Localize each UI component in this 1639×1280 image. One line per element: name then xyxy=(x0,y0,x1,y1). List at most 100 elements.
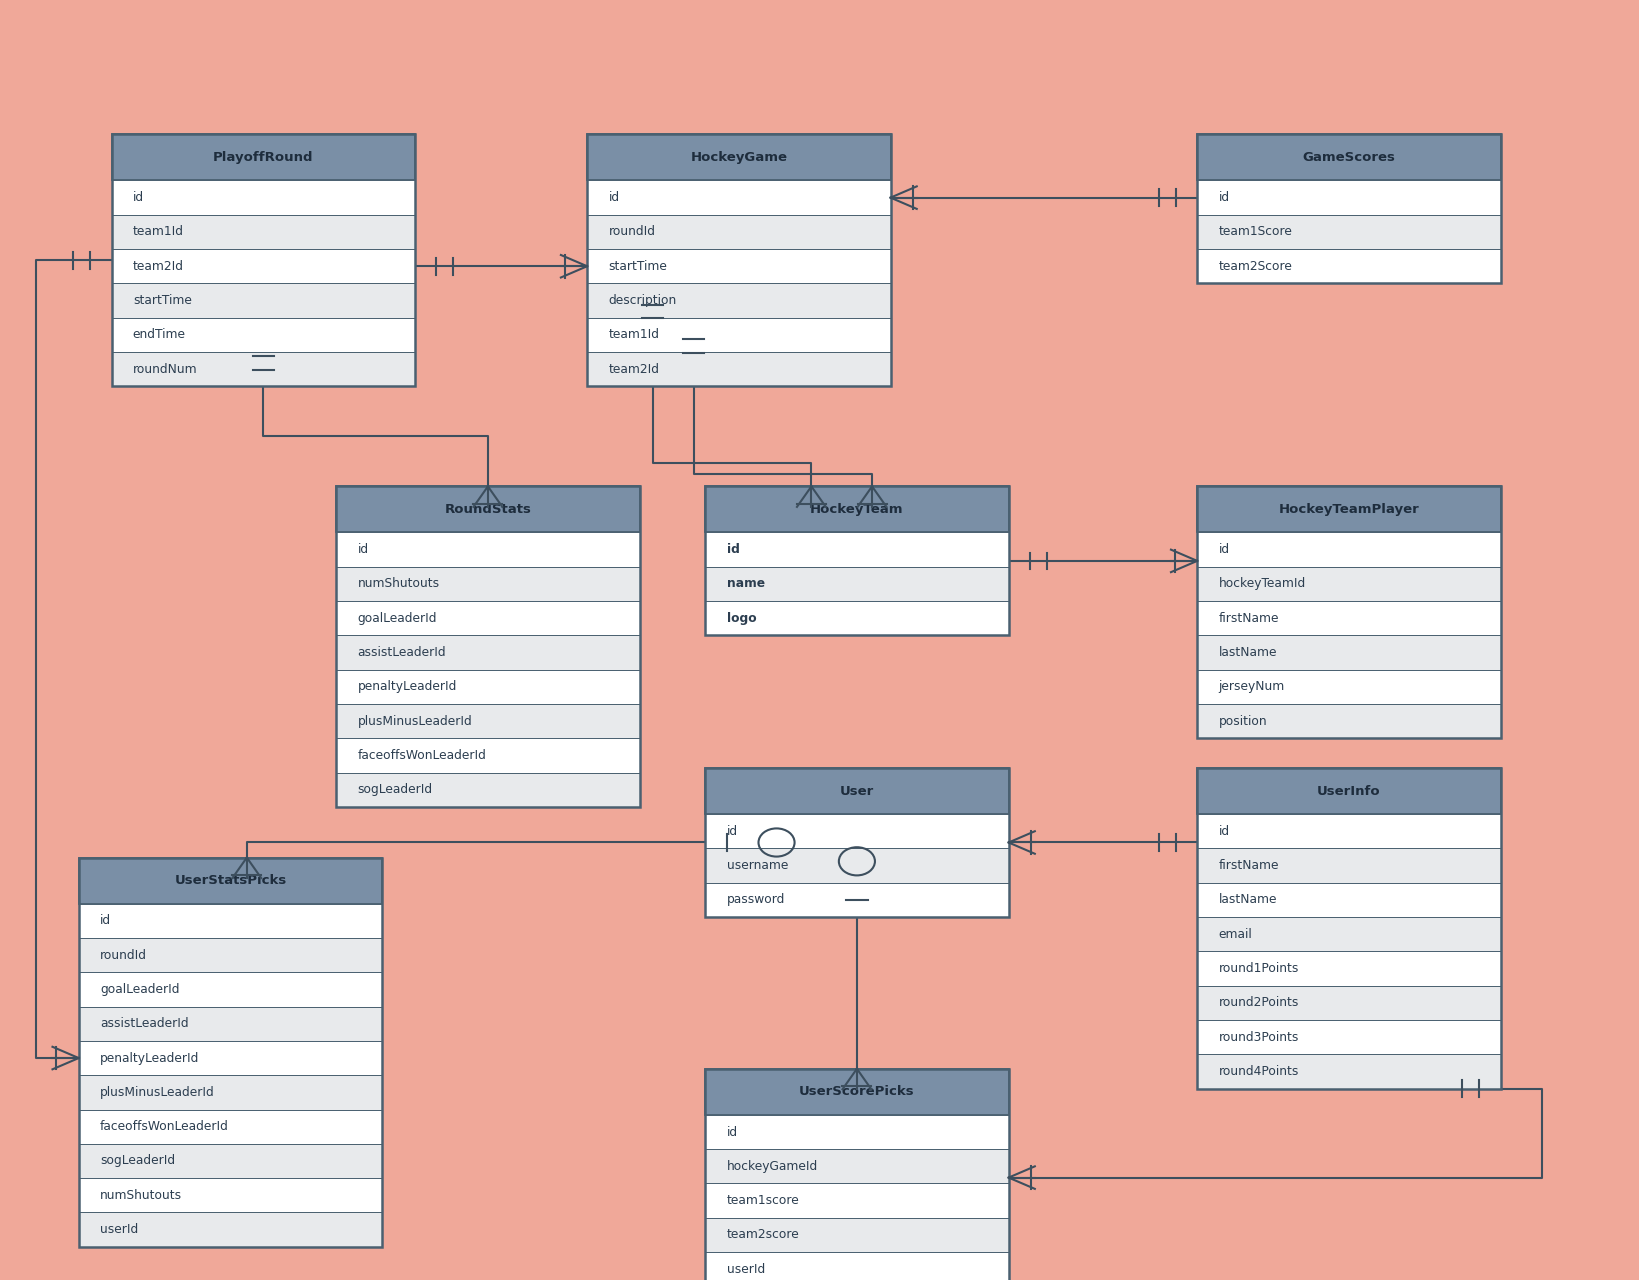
FancyBboxPatch shape xyxy=(1196,134,1500,180)
Text: id: id xyxy=(726,543,739,556)
FancyBboxPatch shape xyxy=(1196,916,1500,951)
Text: round4Points: round4Points xyxy=(1218,1065,1298,1078)
FancyBboxPatch shape xyxy=(336,602,639,635)
Text: team2Score: team2Score xyxy=(1218,260,1292,273)
FancyBboxPatch shape xyxy=(79,938,382,973)
Text: PlayoffRound: PlayoffRound xyxy=(213,151,313,164)
Text: round3Points: round3Points xyxy=(1218,1030,1298,1043)
FancyBboxPatch shape xyxy=(79,1041,382,1075)
FancyBboxPatch shape xyxy=(705,1184,1008,1217)
FancyBboxPatch shape xyxy=(1196,180,1500,215)
Text: team1Id: team1Id xyxy=(608,329,659,342)
Text: password: password xyxy=(726,893,785,906)
Text: faceoffsWonLeaderId: faceoffsWonLeaderId xyxy=(357,749,487,762)
FancyBboxPatch shape xyxy=(1196,1020,1500,1055)
FancyBboxPatch shape xyxy=(587,180,890,215)
FancyBboxPatch shape xyxy=(79,1075,382,1110)
Text: logo: logo xyxy=(726,612,756,625)
FancyBboxPatch shape xyxy=(336,669,639,704)
Text: jerseyNum: jerseyNum xyxy=(1218,681,1283,694)
Text: id: id xyxy=(608,191,620,204)
FancyBboxPatch shape xyxy=(587,215,890,250)
Text: firstName: firstName xyxy=(1218,859,1278,872)
Text: email: email xyxy=(1218,928,1252,941)
Text: HockeyTeam: HockeyTeam xyxy=(810,503,903,516)
FancyBboxPatch shape xyxy=(587,352,890,387)
Text: roundId: roundId xyxy=(608,225,656,238)
Text: plusMinusLeaderId: plusMinusLeaderId xyxy=(100,1085,215,1098)
Text: id: id xyxy=(726,1125,738,1138)
Text: HockeyGame: HockeyGame xyxy=(690,151,787,164)
FancyBboxPatch shape xyxy=(79,1144,382,1178)
Text: team2score: team2score xyxy=(726,1229,798,1242)
FancyBboxPatch shape xyxy=(79,858,382,904)
Text: penaltyLeaderId: penaltyLeaderId xyxy=(357,681,457,694)
Text: userId: userId xyxy=(726,1263,764,1276)
Text: lastName: lastName xyxy=(1218,893,1277,906)
FancyBboxPatch shape xyxy=(336,773,639,806)
FancyBboxPatch shape xyxy=(1196,814,1500,849)
Text: HockeyTeamPlayer: HockeyTeamPlayer xyxy=(1278,503,1418,516)
Text: hockeyGameId: hockeyGameId xyxy=(726,1160,818,1172)
Text: UserInfo: UserInfo xyxy=(1316,785,1380,797)
FancyBboxPatch shape xyxy=(79,1178,382,1212)
FancyBboxPatch shape xyxy=(1196,602,1500,635)
Text: User: User xyxy=(839,785,874,797)
FancyBboxPatch shape xyxy=(705,1149,1008,1184)
Text: firstName: firstName xyxy=(1218,612,1278,625)
Text: goalLeaderId: goalLeaderId xyxy=(357,612,436,625)
Text: startTime: startTime xyxy=(608,260,667,273)
FancyBboxPatch shape xyxy=(111,215,415,250)
FancyBboxPatch shape xyxy=(79,1212,382,1247)
Text: position: position xyxy=(1218,714,1267,727)
FancyBboxPatch shape xyxy=(1196,669,1500,704)
FancyBboxPatch shape xyxy=(336,532,639,567)
FancyBboxPatch shape xyxy=(1196,704,1500,739)
Text: sogLeaderId: sogLeaderId xyxy=(357,783,433,796)
FancyBboxPatch shape xyxy=(79,973,382,1006)
Text: sogLeaderId: sogLeaderId xyxy=(100,1155,175,1167)
Text: startTime: startTime xyxy=(133,294,192,307)
FancyBboxPatch shape xyxy=(336,704,639,739)
FancyBboxPatch shape xyxy=(1196,883,1500,916)
Text: plusMinusLeaderId: plusMinusLeaderId xyxy=(357,714,472,727)
Text: roundId: roundId xyxy=(100,948,148,961)
Text: id: id xyxy=(1218,824,1229,837)
FancyBboxPatch shape xyxy=(587,283,890,317)
Text: id: id xyxy=(133,191,144,204)
FancyBboxPatch shape xyxy=(111,283,415,317)
Text: description: description xyxy=(608,294,677,307)
Text: numShutouts: numShutouts xyxy=(100,1189,182,1202)
FancyBboxPatch shape xyxy=(587,134,890,180)
Text: team1score: team1score xyxy=(726,1194,798,1207)
FancyBboxPatch shape xyxy=(111,352,415,387)
Text: assistLeaderId: assistLeaderId xyxy=(357,646,446,659)
Text: id: id xyxy=(1218,543,1229,556)
Text: hockeyTeamId: hockeyTeamId xyxy=(1218,577,1305,590)
Text: team2Id: team2Id xyxy=(608,362,659,375)
Text: team1Score: team1Score xyxy=(1218,225,1292,238)
Text: round2Points: round2Points xyxy=(1218,996,1298,1009)
FancyBboxPatch shape xyxy=(1196,951,1500,986)
Text: round1Points: round1Points xyxy=(1218,963,1298,975)
FancyBboxPatch shape xyxy=(1196,986,1500,1020)
FancyBboxPatch shape xyxy=(705,1252,1008,1280)
FancyBboxPatch shape xyxy=(1196,215,1500,250)
FancyBboxPatch shape xyxy=(705,849,1008,883)
FancyBboxPatch shape xyxy=(111,180,415,215)
Text: GameScores: GameScores xyxy=(1301,151,1395,164)
Text: name: name xyxy=(726,577,764,590)
Text: numShutouts: numShutouts xyxy=(357,577,439,590)
FancyBboxPatch shape xyxy=(705,1069,1008,1115)
FancyBboxPatch shape xyxy=(705,486,1008,532)
Text: roundNum: roundNum xyxy=(133,362,197,375)
Text: RoundStats: RoundStats xyxy=(444,503,531,516)
Text: id: id xyxy=(357,543,369,556)
FancyBboxPatch shape xyxy=(1196,486,1500,532)
FancyBboxPatch shape xyxy=(336,739,639,773)
Text: penaltyLeaderId: penaltyLeaderId xyxy=(100,1052,200,1065)
Text: assistLeaderId: assistLeaderId xyxy=(100,1018,188,1030)
Text: id: id xyxy=(100,914,111,927)
FancyBboxPatch shape xyxy=(705,567,1008,602)
FancyBboxPatch shape xyxy=(705,602,1008,635)
